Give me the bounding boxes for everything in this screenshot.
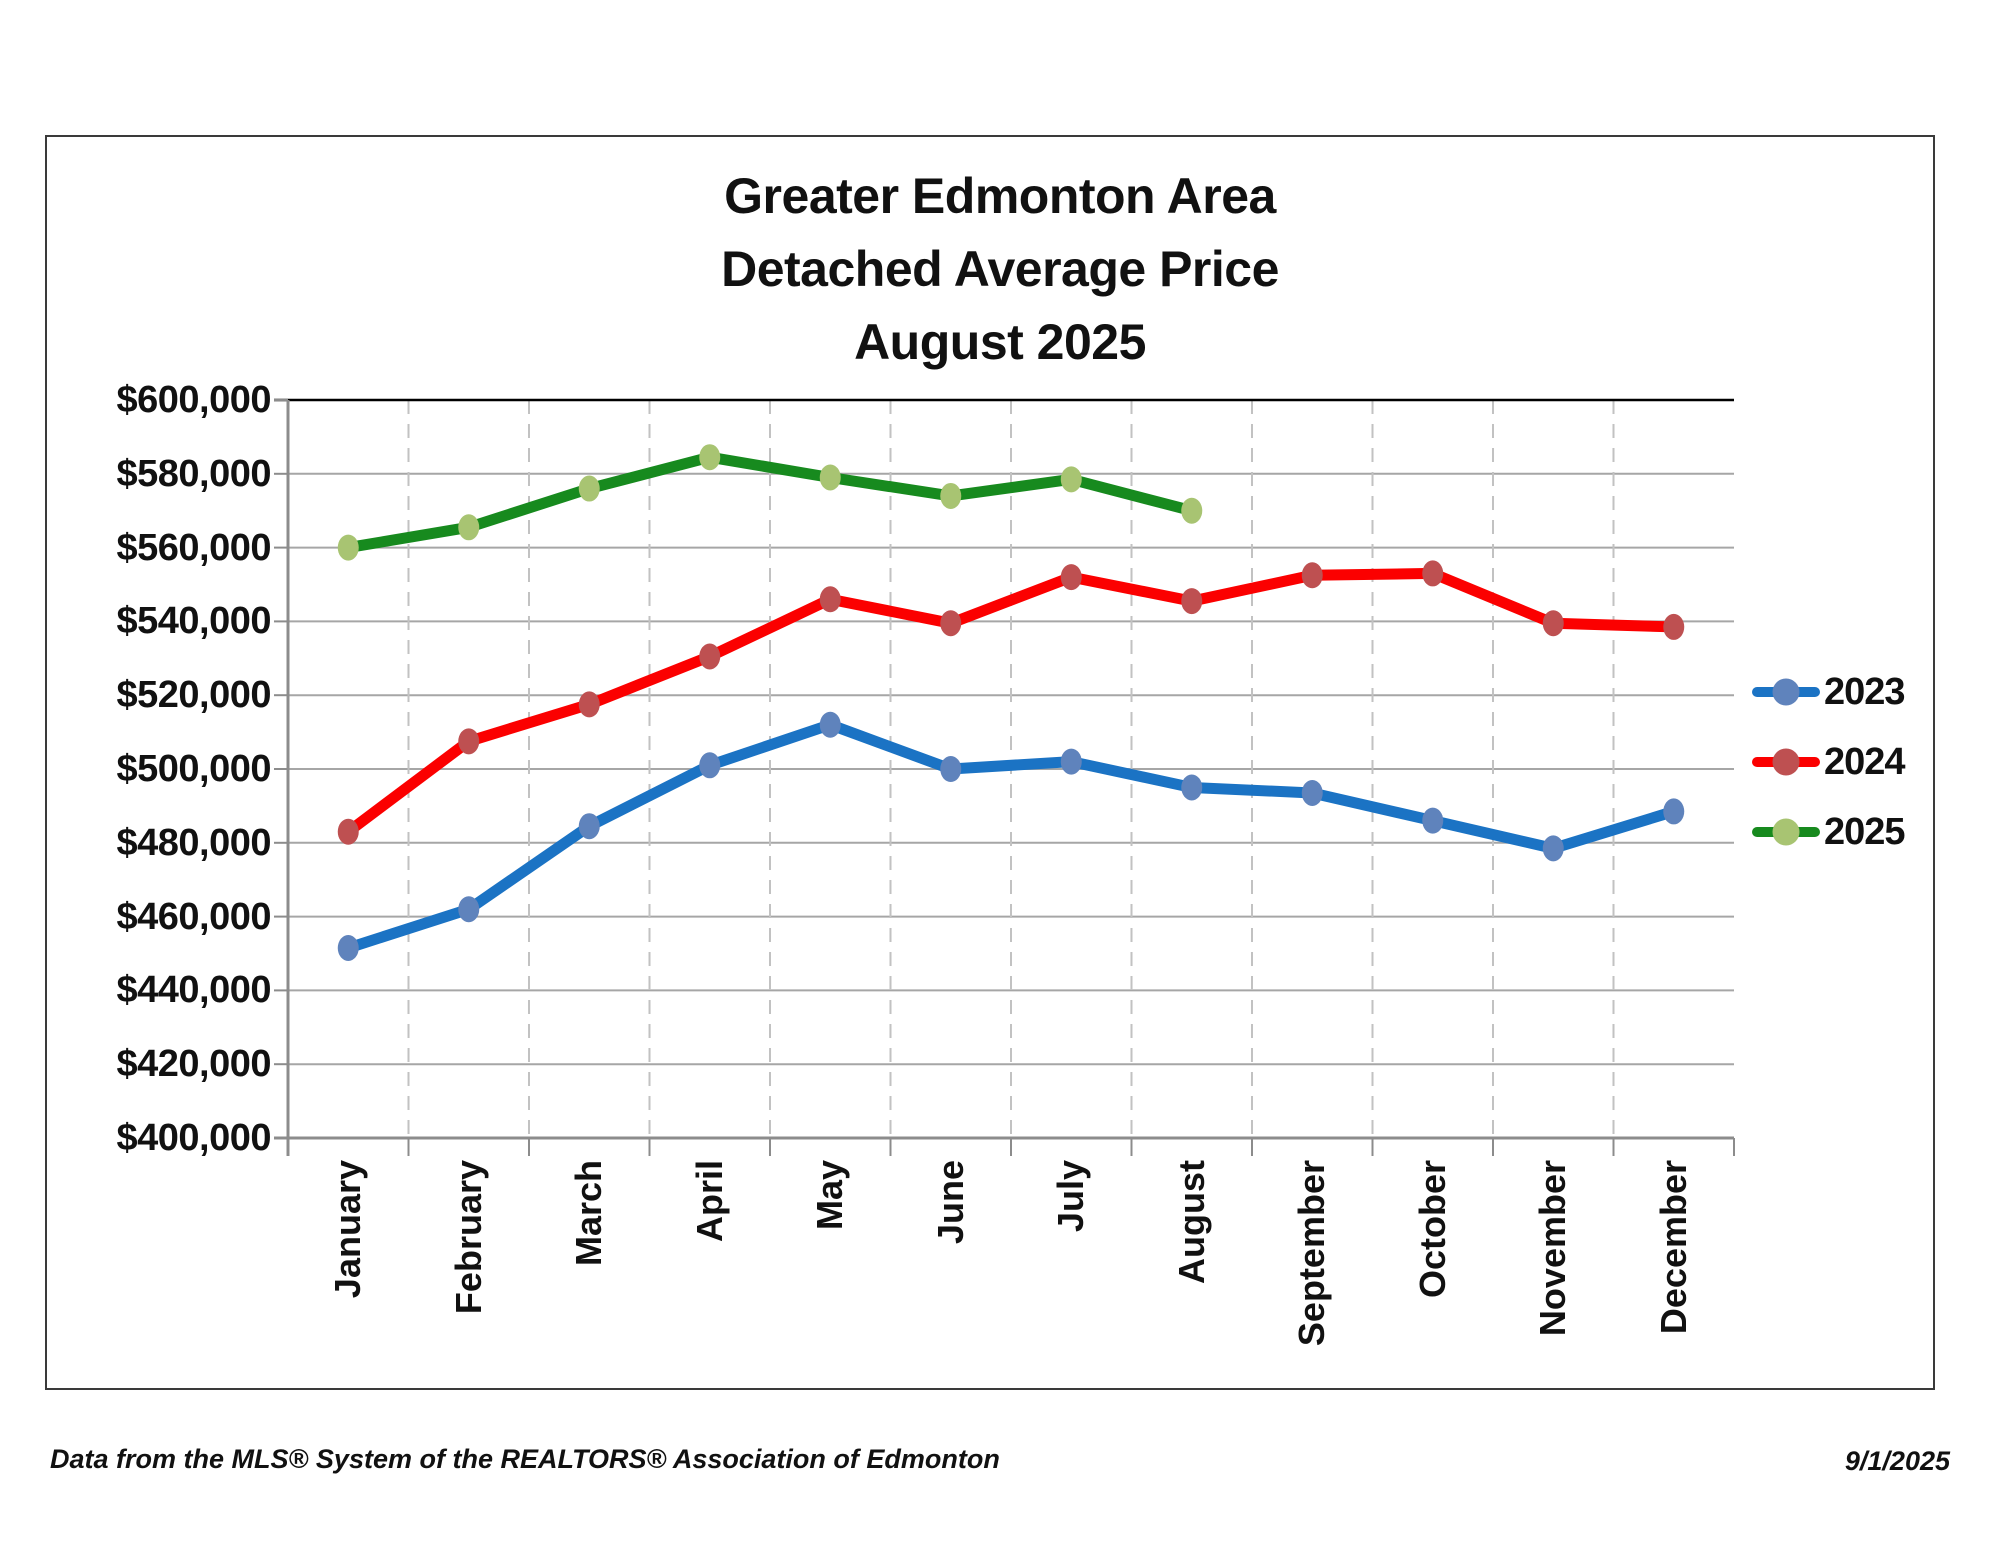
series-marker-2024 xyxy=(1422,560,1444,587)
y-tick-label: $400,000 xyxy=(116,1117,272,1159)
legend-item-2024: 2024 xyxy=(1752,727,1906,797)
legend-marker-2025 xyxy=(1752,818,1820,846)
x-tick-label-december: December xyxy=(1652,1160,1694,1335)
series-line-2024 xyxy=(342,567,1680,838)
series-marker-2023 xyxy=(1542,835,1564,862)
legend-label-2024: 2024 xyxy=(1824,740,1906,783)
x-tick-label-february: February xyxy=(447,1160,489,1315)
series-marker-2023 xyxy=(578,813,600,840)
y-tick-label: $440,000 xyxy=(116,969,272,1012)
series-marker-2024 xyxy=(1663,613,1685,640)
series-marker-2023 xyxy=(337,934,359,961)
legend: 2023 2024 2025 xyxy=(1752,657,1906,867)
series-marker-2023 xyxy=(940,756,962,782)
series-line-2025 xyxy=(342,451,1198,554)
series-marker-2024 xyxy=(578,691,600,718)
legend-label-2025: 2025 xyxy=(1824,810,1906,853)
legend-item-2023: 2023 xyxy=(1752,657,1906,727)
y-tick-label: $480,000 xyxy=(116,821,272,864)
series-marker-2024 xyxy=(699,643,721,670)
chart-title-line-1: Greater Edmonton Area xyxy=(724,168,1276,224)
chart-title: Greater Edmonton Area Detached Average P… xyxy=(55,160,1945,379)
series-marker-2024 xyxy=(1060,564,1082,591)
series-marker-2024 xyxy=(1542,610,1564,637)
y-tick-label: $420,000 xyxy=(116,1043,272,1086)
y-tick-label: $460,000 xyxy=(116,895,272,938)
series-marker-2025 xyxy=(1181,497,1203,524)
x-tick-label-january: January xyxy=(327,1160,369,1299)
x-tick-label-may: May xyxy=(809,1160,851,1231)
series-line-2023 xyxy=(342,719,1680,954)
footer-date: 9/1/2025 xyxy=(1844,1446,1950,1476)
x-tick-label-november: November xyxy=(1532,1160,1574,1337)
series-marker-2023 xyxy=(1181,774,1203,801)
series-marker-2024 xyxy=(940,610,962,637)
series-marker-2023 xyxy=(1663,798,1685,825)
legend-marker-2023 xyxy=(1752,678,1820,706)
y-tick-label: $560,000 xyxy=(116,526,272,569)
series-marker-2023 xyxy=(1422,807,1444,834)
y-tick-label: $600,000 xyxy=(116,379,272,421)
footer-source-text: Data from the MLS® System of the REALTOR… xyxy=(50,1444,1000,1474)
y-tick-label: $540,000 xyxy=(116,600,272,643)
x-tick-label-october: October xyxy=(1411,1160,1453,1299)
x-tick-label-september: September xyxy=(1291,1160,1333,1347)
legend-label-2023: 2023 xyxy=(1824,670,1906,713)
x-tick-label-august: August xyxy=(1170,1160,1212,1284)
legend-item-2025: 2025 xyxy=(1752,797,1906,867)
x-tick-label-june: June xyxy=(929,1160,971,1245)
chart-title-line-3: August 2025 xyxy=(854,314,1146,370)
y-tick-label: $500,000 xyxy=(116,748,272,790)
series-marker-2024 xyxy=(337,818,359,845)
series-marker-2025 xyxy=(458,514,480,541)
x-tick-label-july: July xyxy=(1050,1160,1092,1233)
series-marker-2023 xyxy=(1060,748,1082,775)
y-tick-label: $520,000 xyxy=(116,674,272,717)
series-marker-2025 xyxy=(819,464,841,491)
chart-title-line-2: Detached Average Price xyxy=(721,241,1279,297)
series-marker-2024 xyxy=(819,586,841,613)
series-marker-2024 xyxy=(1301,562,1323,589)
series-marker-2025 xyxy=(337,534,359,561)
series-marker-2023 xyxy=(1301,779,1323,806)
legend-marker-2024 xyxy=(1752,748,1820,776)
series-marker-2025 xyxy=(940,482,962,509)
series-marker-2023 xyxy=(699,752,721,779)
x-tick-label-march: March xyxy=(568,1160,610,1267)
series-marker-2025 xyxy=(699,444,721,471)
x-tick-label-april: April xyxy=(688,1160,730,1243)
series-marker-2025 xyxy=(1060,466,1082,493)
series-marker-2023 xyxy=(819,711,841,738)
series-marker-2024 xyxy=(458,728,480,755)
y-tick-label: $580,000 xyxy=(116,452,272,495)
series-marker-2024 xyxy=(1181,588,1203,615)
series-marker-2023 xyxy=(458,896,480,923)
series-marker-2025 xyxy=(578,475,600,502)
